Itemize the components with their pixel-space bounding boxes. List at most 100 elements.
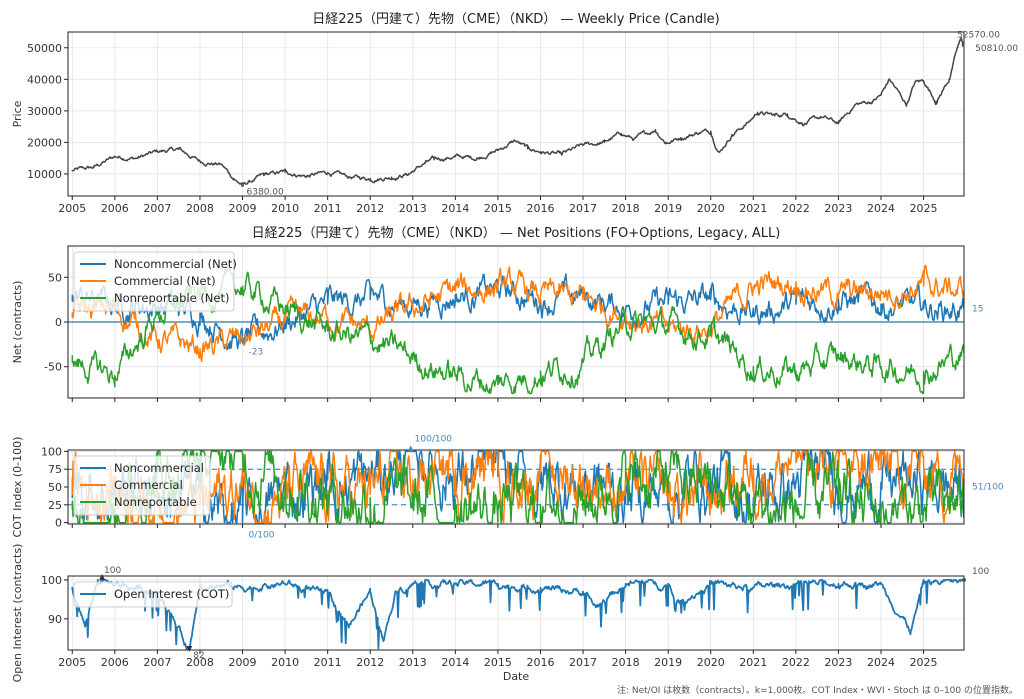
annotation-label: 50810.00 [975, 44, 1018, 54]
x-tick-label: 2006 [101, 656, 129, 669]
x-tick-label: 2012 [356, 202, 384, 215]
legend-entry: Noncommercial (Net) [114, 257, 237, 271]
panel-oi: 90 100 2005 2006 2007 2008 2009 2010 2011 2012 201… [11, 544, 989, 683]
plot-frame [67, 575, 965, 651]
x-tick-label: 2017 [569, 202, 597, 215]
y-tick-label: 100 [41, 574, 62, 587]
legend-entry: Commercial [114, 478, 183, 492]
x-tick-label: 2021 [739, 202, 767, 215]
annotation-label: 100 [104, 566, 121, 576]
x-tick-label: 2006 [101, 202, 129, 215]
legend-entry: Open Interest (COT) [114, 587, 229, 601]
x-tick-label: 2018 [612, 656, 640, 669]
series-group [71, 37, 964, 187]
x-tick-label: 2022 [782, 656, 810, 669]
annotation-label: 0/100 [249, 531, 275, 541]
annotation-label: 15 [972, 305, 983, 315]
x-tick-label: 2010 [271, 202, 299, 215]
annotation-marker [961, 43, 965, 47]
x-tick-label: 2009 [229, 202, 257, 215]
legend-box [73, 581, 233, 608]
annotation-label: 51/100 [972, 482, 1004, 492]
x-tick-label: 2019 [654, 656, 682, 669]
x-tick-label: 2023 [824, 656, 852, 669]
legend-entry: Nonreportable (Net) [114, 291, 229, 305]
panel-net: -50 0 50 日経225（円建て）先物（CME）（NKD） — Net Posit… [11, 226, 983, 402]
x-tick-label: 2016 [526, 202, 554, 215]
x-tick-label: 2005 [58, 656, 86, 669]
x-tick-label: 2024 [867, 202, 895, 215]
chart-title: 日経225（円建て）先物（CME）（NKD） — Net Positions (… [252, 226, 781, 241]
x-tick-label: 2025 [910, 202, 938, 215]
x-tick-label: 2014 [441, 202, 469, 215]
annotation-marker [962, 577, 966, 582]
x-tick-label: 2023 [824, 202, 852, 215]
panel-price: 10000 20000 30000 40000 50000 2005 2006 2007 200… [11, 12, 1018, 215]
legend-entry: Nonreportable [114, 495, 197, 509]
y-tick-label: 50 [48, 481, 62, 494]
annotation-label: -23 [249, 348, 264, 358]
x-tick-label: 2022 [782, 202, 810, 215]
legend-box [73, 455, 211, 516]
footnote: 注: Net/OI は枚数（contracts）。k=1,000枚。COT In… [616, 686, 1018, 696]
annotation-label: 82 [193, 651, 204, 661]
annotation-marker [959, 38, 963, 42]
x-tick-label: 2024 [867, 656, 895, 669]
x-axis-label: Date [503, 670, 530, 683]
y-tick-label: 75 [48, 463, 62, 476]
x-tick-label: 2007 [143, 656, 171, 669]
annotation-label: 100/100 [415, 434, 453, 444]
x-tick-label: 2018 [612, 202, 640, 215]
y-tick-label: -50 [44, 361, 62, 374]
x-tick-label: 2015 [484, 202, 512, 215]
y-tick-label: 25 [48, 499, 62, 512]
annotation-marker [407, 445, 414, 452]
x-tick-label: 2005 [58, 202, 86, 215]
x-tick-label: 2011 [314, 202, 342, 215]
x-tick-label: 2015 [484, 656, 512, 669]
y-axis-label: Net (contracts) [11, 281, 24, 364]
series-group [71, 450, 964, 524]
x-tick-label: 2013 [399, 202, 427, 215]
y-axis-label: Price [11, 100, 24, 127]
x-tick-label: 2021 [739, 656, 767, 669]
series-line-nonreportable [71, 450, 964, 524]
y-tick-label: 90 [48, 613, 62, 626]
x-tick-label: 2012 [356, 656, 384, 669]
y-tick-label: 10000 [27, 168, 62, 181]
series-line-price [71, 37, 964, 187]
y-axis-label: Open Interest (contracts) [11, 544, 24, 683]
x-tick-label: 2011 [314, 656, 342, 669]
annotation-marker [241, 183, 245, 187]
series-line-noncommercial-net- [71, 273, 964, 351]
x-tick-label: 2014 [441, 656, 469, 669]
x-tick-label: 2010 [271, 656, 299, 669]
legend-entry: Commercial (Net) [114, 274, 216, 288]
x-tick-label: 2020 [697, 656, 725, 669]
y-tick-label: 20000 [27, 136, 62, 149]
annotation-marker [239, 338, 246, 345]
annotation-label: 100 [972, 567, 989, 577]
plot-frame [67, 31, 965, 197]
chart-title: 日経225（円建て）先物（CME）（NKD） — Weekly Price (C… [312, 12, 720, 27]
annotation-label: 52570.00 [957, 31, 1000, 41]
x-tick-label: 2019 [654, 202, 682, 215]
y-tick-label: 0 [55, 517, 62, 530]
x-tick-label: 2020 [697, 202, 725, 215]
x-tick-label: 2025 [910, 656, 938, 669]
x-tick-label: 2008 [186, 656, 214, 669]
annotation-marker [186, 646, 193, 652]
panel-cot: 0 25 50 75 100 COT Index (0-100) Noncommercial… [11, 434, 1004, 540]
x-tick-label: 2008 [186, 202, 214, 215]
legend-entry: Noncommercial [114, 461, 204, 475]
annotation-marker [99, 573, 106, 580]
x-tick-label: 2017 [569, 656, 597, 669]
series-line-commercial-net- [71, 264, 964, 363]
legend-box [73, 251, 235, 312]
x-tick-label: 2013 [399, 656, 427, 669]
y-tick-label: 50 [48, 271, 62, 284]
y-tick-label: 50000 [27, 42, 62, 55]
y-tick-label: 100 [41, 445, 62, 458]
annotation-label: 6380.00 [247, 187, 284, 197]
